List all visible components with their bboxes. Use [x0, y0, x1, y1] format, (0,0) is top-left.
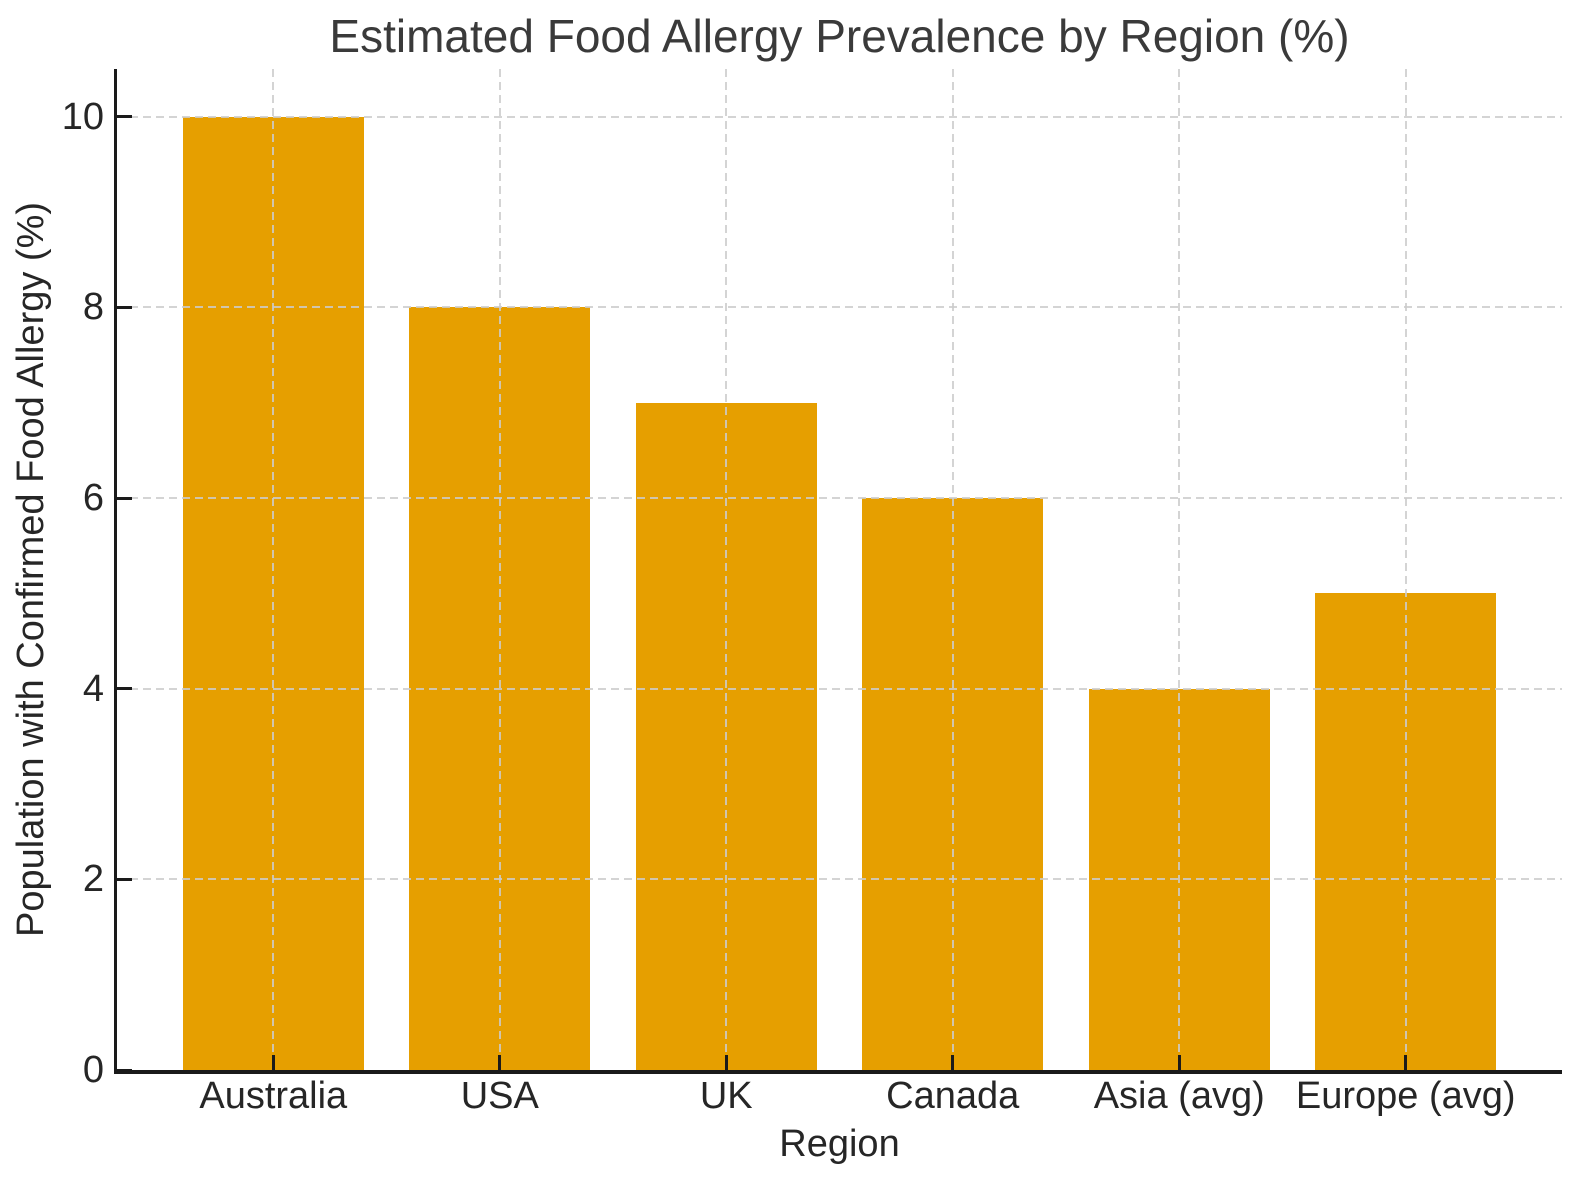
y-tick-mark: [117, 877, 132, 881]
y-tick-mark: [117, 305, 132, 309]
x-gridline: [1178, 69, 1181, 1070]
x-axis-spine: [114, 1070, 1562, 1074]
x-gridline: [1404, 69, 1407, 1070]
x-tick-label: Canada: [886, 1075, 1020, 1117]
y-tick-mark: [117, 115, 132, 119]
x-axis-title: Region: [779, 1123, 900, 1165]
ticks-layer: [117, 69, 1562, 1072]
y-gridline: [117, 497, 1562, 499]
x-tick-mark: [1177, 1055, 1181, 1070]
chart-title: Estimated Food Allergy Prevalence by Reg…: [329, 10, 1350, 62]
x-gridline: [498, 69, 501, 1070]
y-gridline: [117, 306, 1562, 309]
x-tick-mark: [271, 1055, 275, 1070]
x-tick-label: Europe (avg): [1295, 1075, 1516, 1117]
x-tick-label: Asia (avg): [1093, 1075, 1265, 1117]
y-gridline: [117, 687, 1562, 690]
x-gridline: [725, 69, 728, 1070]
x-tick-mark: [498, 1055, 502, 1070]
y-axis-spine: [114, 69, 117, 1074]
y-tick-label: 10: [61, 95, 104, 138]
x-tick-mark: [1404, 1055, 1408, 1070]
x-tick-label: USA: [460, 1075, 539, 1117]
plot-area: [114, 69, 1562, 1074]
y-tick-labels: 0 2 4 6 8 10: [0, 69, 104, 1091]
x-tick-label: Australia: [199, 1075, 348, 1117]
grid-layer: [117, 69, 1562, 1070]
y-tick-mark: [117, 687, 132, 691]
x-tick-label: UK: [699, 1075, 753, 1117]
y-tick-label: 0: [82, 1049, 104, 1091]
y-tick-label: 2: [82, 858, 104, 901]
y-gridline: [117, 115, 1562, 118]
x-gridline: [272, 69, 275, 1070]
y-tick-label: 8: [82, 286, 104, 329]
y-tick-label: 6: [82, 477, 104, 519]
x-tick-mark: [724, 1055, 728, 1070]
y-tick-mark: [117, 496, 132, 500]
x-gridline: [951, 69, 954, 1070]
y-gridline: [117, 878, 1562, 881]
x-tick-mark: [951, 1055, 955, 1070]
y-tick-label: 4: [82, 667, 104, 710]
